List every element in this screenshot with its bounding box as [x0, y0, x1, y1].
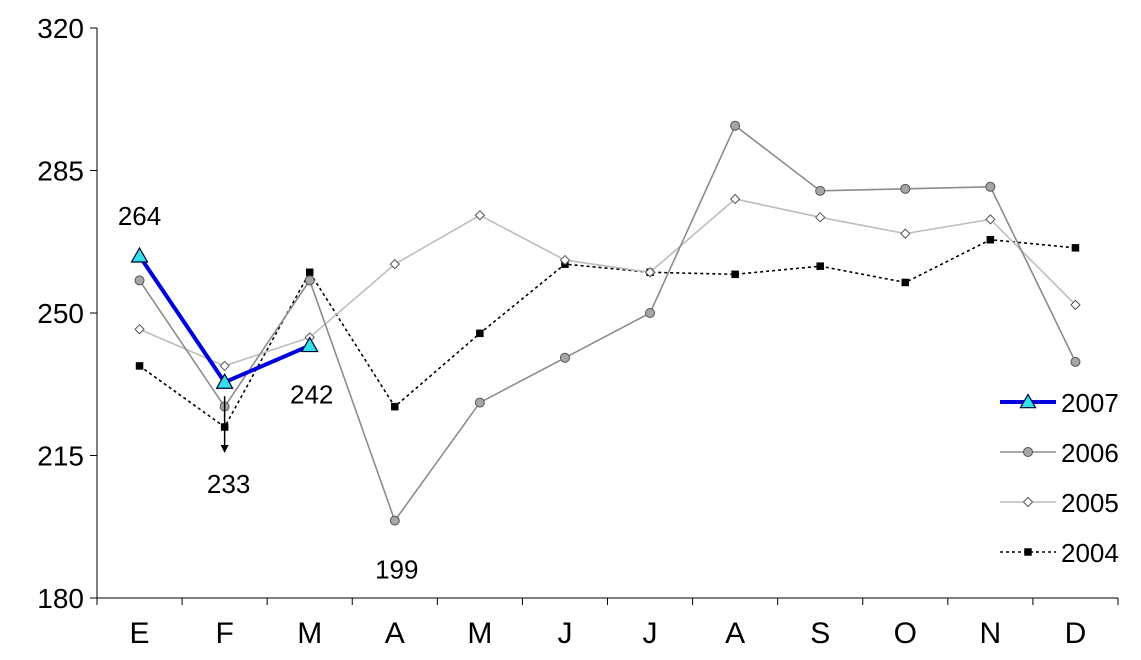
data-point-2005: [219, 360, 230, 372]
data-point-2006: [474, 397, 485, 408]
data-point-2005: [1070, 299, 1081, 311]
data-point-2007: [130, 246, 149, 263]
x-tick-label: M: [297, 617, 322, 650]
x-tick-label: E: [130, 617, 150, 650]
y-tick-label: 180: [37, 583, 84, 614]
legend-swatch-marker: [1023, 447, 1033, 457]
data-point-2006: [389, 515, 400, 526]
y-tick-label: 285: [37, 156, 84, 187]
data-point-2004: [305, 268, 314, 277]
data-point-2006: [304, 275, 315, 286]
x-tick-label: D: [1065, 617, 1087, 650]
legend-swatch-marker: [1024, 548, 1032, 556]
y-tick-label: 250: [37, 298, 84, 329]
x-tick-label: A: [385, 617, 405, 650]
data-point-2006: [134, 275, 145, 286]
data-point-2006: [985, 181, 996, 192]
x-tick-label: J: [557, 617, 572, 650]
data-point-2006: [559, 352, 570, 363]
legend-item-2005: 2005: [1000, 488, 1119, 518]
data-point-2005: [815, 212, 826, 223]
data-label: 199: [375, 555, 418, 585]
data-point-2004: [986, 235, 995, 244]
data-point-2004: [816, 262, 824, 270]
data-point-2006: [645, 308, 656, 318]
data-point-2004: [901, 278, 910, 287]
data-label: 233: [207, 469, 250, 499]
y-tick-label: 215: [37, 441, 84, 472]
data-point-2007: [215, 373, 234, 389]
data-point-2005: [644, 267, 656, 278]
legend-swatch-marker: [1022, 496, 1034, 508]
series-line-2005: [139, 198, 1077, 367]
data-point-2004: [135, 362, 144, 370]
x-tick-label: S: [810, 617, 830, 650]
legend-label: 2007: [1061, 388, 1119, 418]
x-tick-label: A: [725, 617, 745, 650]
data-point-2006: [900, 183, 911, 194]
legend-label: 2006: [1061, 438, 1119, 468]
series-2004: [135, 235, 1080, 431]
annotation-arrow-head: [220, 445, 229, 453]
data-point-2005: [985, 214, 996, 225]
x-tick-label: F: [215, 617, 233, 650]
data-point-2006: [815, 185, 826, 196]
legend: 2007 2006 2005 2004: [1000, 388, 1119, 568]
data-label: 264: [118, 201, 161, 231]
x-tick-label: N: [980, 617, 1002, 650]
data-point-2005: [900, 228, 911, 239]
series-2006: [134, 120, 1081, 526]
annotation-layer: 264 233 242 199: [118, 201, 419, 585]
series-line-2006: [138, 124, 1077, 523]
legend-item-2007: 2007: [1000, 388, 1119, 418]
series-2007: [130, 246, 319, 389]
data-point-2005: [729, 193, 741, 205]
x-tick-label: M: [467, 617, 492, 650]
data-point-2004: [476, 329, 484, 338]
legend-item-2004: 2004: [1000, 538, 1119, 568]
legend-swatch-marker: [1019, 393, 1037, 409]
axes-layer: 180 215 250 285 320 E F M A M J J A S O N D: [37, 13, 1119, 650]
series-line-2004: [139, 238, 1076, 429]
data-point-2004: [391, 402, 399, 411]
series-2005: [134, 193, 1081, 372]
y-tick-label: 320: [37, 13, 84, 44]
data-point-2004: [1071, 244, 1080, 252]
x-tick-label: O: [894, 617, 917, 650]
data-point-2007: [300, 336, 319, 353]
legend-label: 2005: [1061, 488, 1119, 518]
data-point-2006: [730, 120, 741, 131]
data-point-2005: [389, 258, 400, 270]
x-tick-label: J: [643, 617, 658, 650]
data-point-2004: [731, 270, 739, 279]
legend-item-2006: 2006: [1000, 438, 1119, 468]
data-point-2005: [134, 324, 145, 335]
data-label: 242: [290, 380, 333, 410]
legend-label: 2004: [1061, 538, 1119, 568]
data-point-2006: [1070, 356, 1081, 367]
data-point-2005: [474, 210, 486, 221]
data-point-2005: [559, 254, 571, 266]
series-layer: [130, 120, 1081, 526]
